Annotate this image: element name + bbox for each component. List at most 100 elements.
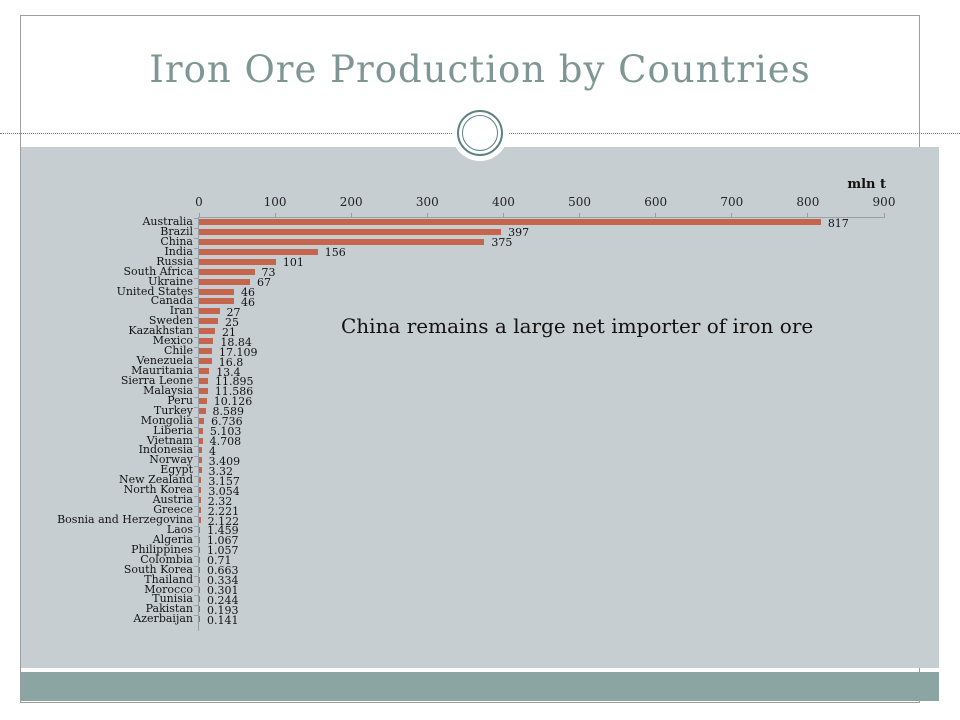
x-axis-tick-label: 500 (568, 195, 591, 209)
y-axis-line (198, 217, 199, 632)
category-label: Australia (142, 215, 193, 228)
y-axis-tick-mark (194, 237, 198, 239)
category-label: Greece (153, 503, 193, 517)
bar (199, 437, 203, 444)
footer-accent-band (21, 672, 939, 701)
category-label: Iran (169, 304, 193, 318)
category-label: Thailand (144, 572, 193, 586)
value-label: 16.8 (218, 355, 244, 369)
x-axis-tick-label: 400 (491, 195, 515, 209)
value-label: 2.122 (207, 514, 240, 528)
bar (199, 248, 318, 255)
category-label: Laos (166, 522, 193, 536)
bar (199, 596, 200, 603)
value-label: 2.221 (207, 504, 240, 518)
bar (199, 348, 213, 355)
bar (199, 467, 202, 474)
bar (199, 497, 201, 504)
bar (199, 457, 202, 464)
value-label: 5.103 (209, 425, 242, 439)
category-label: Indonesia (138, 443, 193, 457)
x-axis-tick-label: 800 (796, 195, 820, 209)
value-label: 1.459 (207, 524, 239, 538)
value-label: 67 (256, 276, 271, 290)
x-axis-tick-label: 600 (644, 195, 668, 209)
category-label: Norway (149, 453, 193, 467)
bar (199, 517, 201, 524)
value-label: 3.409 (208, 454, 241, 468)
value-label: 6.736 (211, 415, 243, 429)
y-axis-tick-mark (194, 605, 198, 607)
category-label: Egypt (160, 463, 193, 477)
category-label: North Korea (123, 483, 193, 497)
bar (199, 318, 219, 325)
x-axis-tick-mark (198, 213, 200, 218)
category-label: Sweden (148, 314, 193, 328)
bar (199, 387, 208, 394)
value-label: 3.157 (208, 474, 240, 488)
bar (199, 526, 201, 533)
category-label: Turkey (153, 403, 193, 417)
y-axis-tick-mark (194, 436, 198, 438)
category-label: Morocco (144, 582, 193, 596)
y-axis-tick-mark (194, 257, 198, 259)
y-axis-tick-mark (194, 575, 198, 577)
value-label: 156 (324, 246, 346, 260)
y-axis-tick-mark (194, 376, 198, 378)
category-label: Ukraine (148, 274, 193, 288)
value-label: 46 (241, 295, 255, 309)
x-axis-tick-mark (274, 213, 276, 218)
x-axis-tick-label: 200 (339, 195, 363, 209)
bar (199, 447, 203, 454)
category-label: New Zealand (119, 473, 193, 487)
bar (199, 576, 200, 583)
x-axis-tick-mark (426, 213, 428, 218)
value-label: 46 (241, 286, 255, 300)
x-axis-tick-mark (731, 213, 733, 218)
value-label: 0.301 (207, 584, 239, 598)
x-axis-tick-mark (655, 213, 657, 218)
circle-ornament-inner-ring (462, 115, 498, 151)
value-label: 817 (827, 216, 849, 230)
bar (199, 258, 276, 265)
x-axis-tick-label: 100 (263, 195, 287, 209)
bar (199, 546, 200, 553)
category-label: Pakistan (145, 602, 193, 616)
value-label: 25 (225, 315, 240, 329)
category-label: Canada (150, 294, 193, 308)
category-label: United States (116, 284, 193, 298)
value-label: 0.193 (207, 603, 239, 617)
value-label: 18.84 (220, 335, 252, 349)
value-label: 10.126 (213, 395, 253, 409)
y-axis-tick-mark (194, 406, 198, 408)
category-label: Venezuela (136, 354, 193, 368)
bar (199, 566, 200, 573)
y-axis-tick-mark (194, 595, 198, 597)
y-axis-tick-mark (194, 426, 198, 428)
x-axis-tick-label: 700 (720, 195, 744, 209)
y-axis-tick-mark (194, 525, 198, 527)
y-axis-tick-mark (194, 227, 198, 229)
x-axis-tick-label: 900 (872, 195, 896, 209)
x-axis-line (199, 217, 884, 218)
value-label: 73 (261, 266, 276, 280)
bar (199, 606, 200, 613)
y-axis-tick-mark (194, 386, 198, 388)
value-label: 11.895 (215, 375, 254, 389)
category-label: Azerbaijan (133, 612, 193, 626)
bar (199, 219, 821, 225)
category-label: India (164, 244, 193, 258)
y-axis-tick-mark (194, 218, 198, 219)
y-axis-tick-mark (194, 267, 198, 269)
bar (199, 507, 201, 514)
category-label: Kazakhstan (128, 324, 193, 338)
y-axis-tick-mark (194, 396, 198, 398)
y-axis-tick-mark (194, 347, 198, 349)
value-label: 1.057 (207, 544, 239, 558)
y-axis-tick-mark (194, 337, 198, 339)
bar (199, 228, 502, 235)
bar (199, 427, 203, 434)
bar (199, 556, 200, 563)
bar (199, 616, 200, 623)
y-axis-tick-mark (194, 516, 198, 518)
